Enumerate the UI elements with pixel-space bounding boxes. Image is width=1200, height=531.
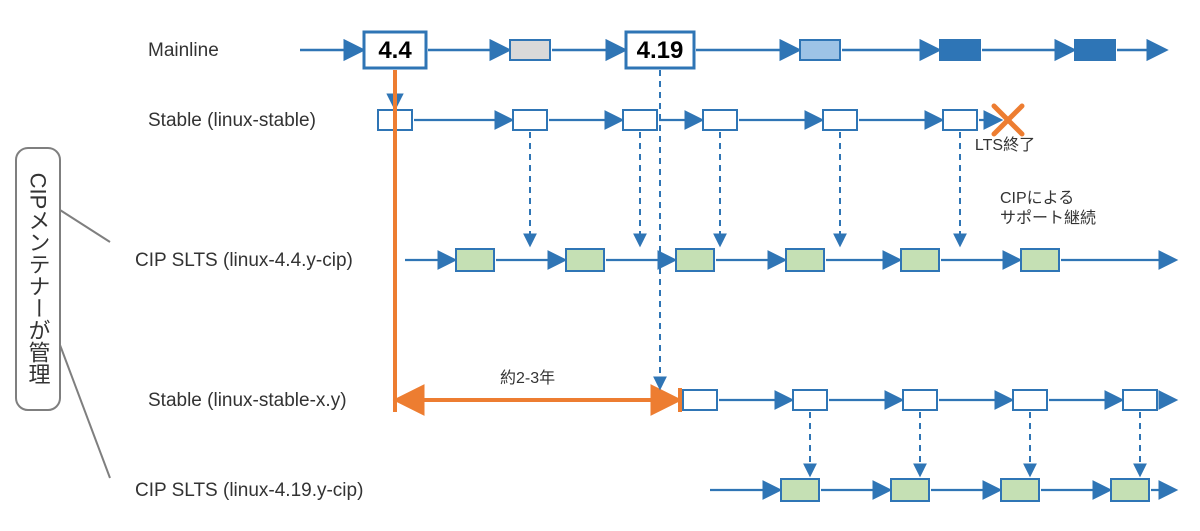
label-cip44: CIP SLTS (linux-4.4.y-cip) [135, 250, 353, 271]
label-stable2: Stable (linux-stable-x.y) [148, 390, 347, 411]
label-stable1: Stable (linux-stable) [148, 110, 316, 131]
stable1-release [513, 110, 547, 130]
mainline-release-box [800, 40, 840, 60]
cip44-release [901, 249, 939, 271]
mainline-release-box [940, 40, 980, 60]
mainline-version: 4.19 [637, 37, 684, 64]
stable2-release [1013, 390, 1047, 410]
stable1-release [623, 110, 657, 130]
cip419-release [1111, 479, 1149, 501]
stable2-release [1123, 390, 1157, 410]
cip419-release [1001, 479, 1039, 501]
stable2-release [683, 390, 717, 410]
cip-note-1: CIPによる [1000, 190, 1074, 207]
cip419-release [781, 479, 819, 501]
label-mainline: Mainline [148, 40, 219, 61]
cip44-release [456, 249, 494, 271]
stable2-release [793, 390, 827, 410]
mainline-version: 4.4 [378, 37, 412, 64]
mainline-release-box [510, 40, 550, 60]
cip44-release [786, 249, 824, 271]
cip419-release [891, 479, 929, 501]
stable1-release [943, 110, 977, 130]
cip-note-2: サポート継続 [1000, 209, 1096, 227]
stable1-release [703, 110, 737, 130]
mainline-release-box [1075, 40, 1115, 60]
maintainer-label: CIPメンテナーが管理 [26, 173, 51, 386]
stable2-release [903, 390, 937, 410]
lts-end-label: LTS終了 [975, 136, 1035, 154]
cip44-release [566, 249, 604, 271]
stable1-release [823, 110, 857, 130]
label-cip419: CIP SLTS (linux-4.19.y-cip) [135, 480, 363, 501]
span-label: 約2-3年 [500, 369, 555, 387]
cip44-release [676, 249, 714, 271]
cip44-release [1021, 249, 1059, 271]
